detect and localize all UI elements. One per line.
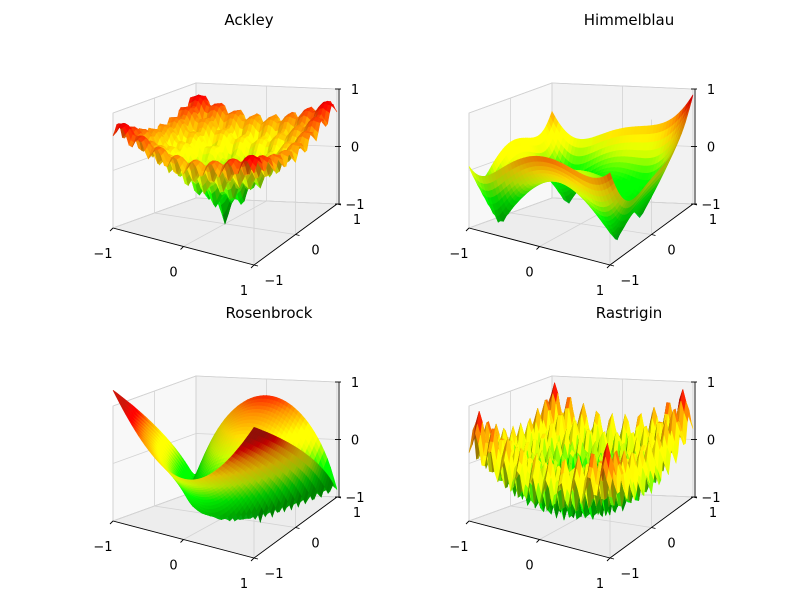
y-tick-label: 1 (353, 213, 361, 228)
x-tick-mark (606, 264, 611, 269)
x-tick-mark (109, 227, 114, 232)
y-tick-label: 0 (667, 244, 675, 259)
x-tick-label: 1 (596, 284, 604, 299)
z-tick-label: −1 (345, 198, 364, 213)
chart-title: Ackley (224, 11, 273, 29)
z-tick-label: 1 (707, 83, 715, 98)
y-tick-label: 0 (311, 244, 319, 259)
y-tick-mark (295, 234, 300, 236)
x-tick-mark (250, 264, 255, 269)
y-tick-label: −1 (620, 274, 639, 289)
x-tick-label: 0 (525, 266, 533, 281)
x-tick-label: −1 (449, 247, 468, 262)
y-tick-label: −1 (264, 274, 283, 289)
y-tick-mark (253, 264, 259, 267)
y-tick-mark (651, 234, 656, 236)
z-tick-label: 0 (351, 141, 359, 156)
x-tick-mark (536, 246, 540, 250)
z-tick-label: 0 (707, 141, 715, 156)
z-tick-label: 1 (351, 83, 359, 98)
x-tick-label: −1 (93, 247, 112, 262)
x-tick-label: 1 (240, 284, 248, 299)
surface (112, 94, 338, 225)
x-tick-mark (465, 227, 470, 232)
grid-line-z (112, 82, 338, 114)
y-tick-label: 1 (709, 213, 717, 228)
y-tick-mark (609, 264, 615, 267)
x-tick-mark (180, 246, 184, 250)
x-tick-label: 0 (169, 266, 177, 281)
z-tick-label: −1 (701, 198, 720, 213)
chart-title: Himmelblau (584, 11, 674, 29)
